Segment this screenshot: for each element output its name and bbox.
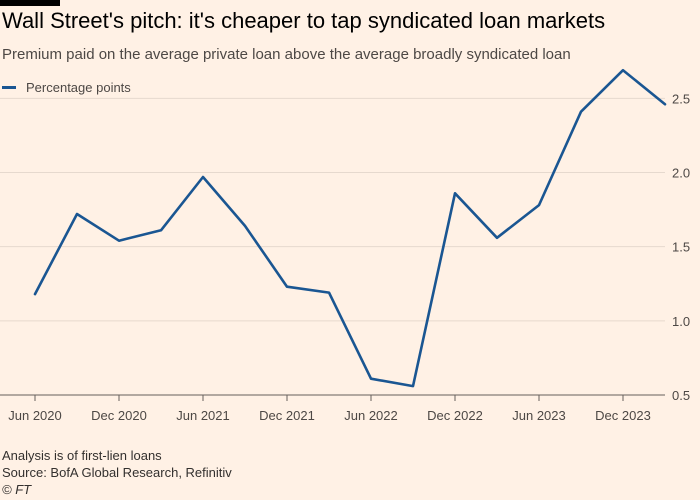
x-tick-label: Jun 2022 — [344, 408, 398, 423]
x-tick-label: Jun 2020 — [8, 408, 62, 423]
x-tick-label: Dec 2020 — [91, 408, 147, 423]
footnote: Analysis is of first-lien loans — [2, 448, 162, 463]
x-tick-label: Jun 2021 — [176, 408, 230, 423]
chart-title: Wall Street's pitch: it's cheaper to tap… — [2, 8, 606, 33]
legend-label: Percentage points — [26, 80, 131, 95]
y-tick-label: 2.5 — [672, 91, 690, 106]
series-line — [33, 68, 667, 388]
y-tick-label: 2.0 — [672, 166, 690, 181]
y-tick-label: 1.5 — [672, 240, 690, 255]
y-tick-label: 1.0 — [672, 314, 690, 329]
chart-subtitle: Premium paid on the average private loan… — [2, 46, 571, 63]
copyright: © FT — [2, 482, 32, 497]
legend-swatch — [2, 86, 16, 89]
source-note: Source: BofA Global Research, Refinitiv — [2, 465, 232, 480]
x-tick-label: Dec 2023 — [595, 408, 651, 423]
x-tick-label: Jun 2023 — [512, 408, 566, 423]
x-tick-label: Dec 2022 — [427, 408, 483, 423]
brand-bar — [0, 0, 60, 6]
y-tick-label: 0.5 — [672, 388, 690, 403]
legend: Percentage points — [2, 80, 131, 95]
x-tick-label: Dec 2021 — [259, 408, 315, 423]
